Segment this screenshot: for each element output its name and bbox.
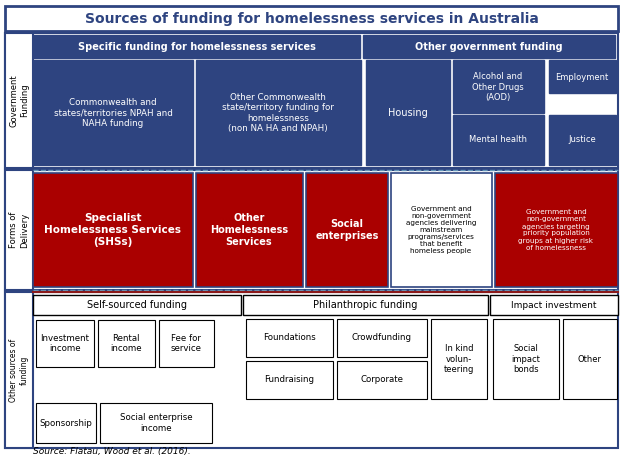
Text: Forms of
Delivery: Forms of Delivery — [9, 212, 29, 248]
Bar — [495, 173, 618, 287]
Text: Self-sourced funding: Self-sourced funding — [87, 300, 187, 310]
Bar — [33, 173, 193, 287]
Text: Other government funding: Other government funding — [415, 42, 563, 51]
Text: Housing: Housing — [388, 108, 428, 118]
Bar — [5, 170, 33, 290]
Bar — [306, 173, 388, 287]
Bar — [337, 319, 427, 357]
Text: Fundraising: Fundraising — [264, 375, 314, 384]
Bar — [391, 173, 492, 287]
Text: Government and
non-government
agencies targeting
priority population
groups at h: Government and non-government agencies t… — [518, 209, 594, 250]
Text: Philanthropic funding: Philanthropic funding — [313, 300, 417, 310]
Text: Fee for
service: Fee for service — [171, 334, 201, 353]
Text: Corporate: Corporate — [361, 375, 404, 384]
Text: Rental
income: Rental income — [110, 334, 142, 353]
Bar — [5, 170, 618, 290]
Text: Employment: Employment — [555, 73, 609, 81]
Bar — [36, 403, 96, 443]
Bar — [490, 295, 618, 315]
Text: Commonwealth and
states/territories NPAH and
NAHA funding: Commonwealth and states/territories NPAH… — [54, 98, 173, 128]
Bar — [196, 173, 303, 287]
Text: Sponsorship: Sponsorship — [40, 419, 92, 427]
Bar — [431, 319, 487, 399]
Bar — [549, 115, 616, 165]
Text: Other sources of
funding: Other sources of funding — [9, 338, 29, 401]
Text: Mental health: Mental health — [469, 136, 527, 144]
Bar — [5, 33, 618, 168]
Bar — [337, 361, 427, 399]
Bar — [196, 60, 361, 165]
Bar — [363, 35, 615, 58]
Bar — [493, 319, 559, 399]
Text: Government
Funding: Government Funding — [9, 74, 29, 127]
Bar — [453, 115, 544, 165]
Bar — [100, 403, 212, 443]
Bar — [243, 295, 488, 315]
Bar — [549, 60, 616, 93]
Bar — [5, 292, 33, 448]
Text: Other Commonwealth
state/territory funding for
homelessness
(non NA HA and NPAH): Other Commonwealth state/territory fundi… — [222, 93, 334, 133]
Bar — [5, 292, 618, 448]
Bar — [33, 60, 193, 165]
Text: Social
enterprises: Social enterprises — [315, 219, 379, 241]
Text: Social enterprise
income: Social enterprise income — [120, 413, 193, 433]
Bar — [5, 6, 618, 31]
Bar — [36, 320, 94, 367]
Text: Specialist
Homelessness Services
(SHSs): Specialist Homelessness Services (SHSs) — [44, 213, 181, 247]
Bar — [5, 33, 33, 168]
Text: Foundations: Foundations — [263, 333, 315, 343]
Bar — [246, 361, 333, 399]
Text: Alcohol and
Other Drugs
(AOD): Alcohol and Other Drugs (AOD) — [472, 72, 524, 102]
Bar — [563, 319, 617, 399]
Text: Crowdfunding: Crowdfunding — [352, 333, 412, 343]
Bar — [33, 35, 360, 58]
Text: Government and
non-government
agencies delivering
mainstream
programs/services
t: Government and non-government agencies d… — [406, 206, 476, 254]
Bar — [453, 60, 544, 113]
Text: Social
impact
bonds: Social impact bonds — [511, 344, 540, 374]
Text: Justice: Justice — [568, 136, 596, 144]
Text: Other
Homelessness
Services: Other Homelessness Services — [210, 213, 288, 247]
Bar — [366, 60, 450, 165]
Bar — [98, 320, 155, 367]
Text: Specific funding for homelessness services: Specific funding for homelessness servic… — [77, 42, 315, 51]
Text: Sources of funding for homelessness services in Australia: Sources of funding for homelessness serv… — [85, 12, 538, 25]
Text: Other: Other — [578, 355, 602, 363]
Text: Source: Flatau, Wood et al. (2016).: Source: Flatau, Wood et al. (2016). — [33, 447, 191, 456]
Bar — [246, 319, 333, 357]
Text: In kind
volun-
teering: In kind volun- teering — [444, 344, 474, 374]
Bar — [159, 320, 214, 367]
Text: Impact investment: Impact investment — [511, 300, 597, 309]
Text: Investment
income: Investment income — [40, 334, 90, 353]
Bar — [33, 295, 241, 315]
